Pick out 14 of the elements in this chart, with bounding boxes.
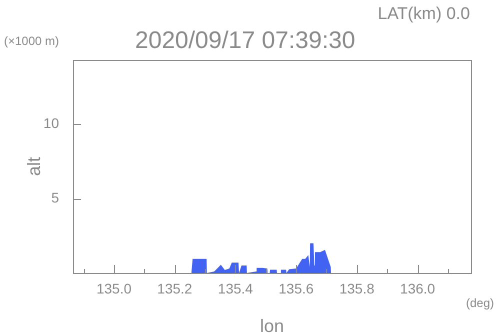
x-tick-label: 135.8 <box>339 280 375 296</box>
chart-title: 2020/09/17 07:39:30 <box>135 27 356 54</box>
x-tick-label: 135.2 <box>157 280 192 296</box>
y-tick-label: 10 <box>43 114 60 131</box>
x-tick-label: 136.0 <box>400 280 436 296</box>
text: (×1000 m) <box>4 34 60 48</box>
text: (deg) <box>466 296 494 310</box>
x-tick-label: 135.6 <box>278 280 314 296</box>
y-axis-title: alt <box>24 156 44 176</box>
x-tick-label: 135.4 <box>218 280 254 296</box>
y-tick-label: 5 <box>51 189 60 206</box>
x-tick-label: 135.0 <box>96 280 132 296</box>
x-axis-title: lon <box>260 316 284 336</box>
chart-subtitle: LAT(km) 0.0 <box>378 4 470 23</box>
